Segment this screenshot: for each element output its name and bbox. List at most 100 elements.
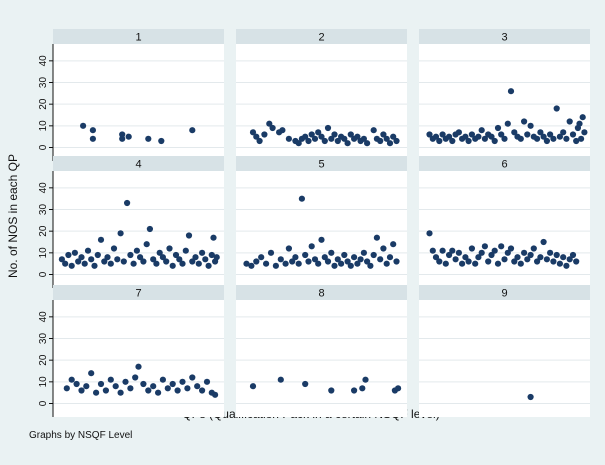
data-point xyxy=(256,137,263,145)
data-point xyxy=(243,260,250,267)
data-point xyxy=(258,254,265,261)
data-point xyxy=(58,256,65,263)
data-point xyxy=(426,131,433,138)
data-point xyxy=(334,256,341,263)
data-point xyxy=(75,258,82,265)
data-point xyxy=(386,140,394,147)
data-point xyxy=(117,230,124,237)
data-point xyxy=(146,225,153,233)
y-tick-label: 30 xyxy=(38,204,49,216)
data-point xyxy=(380,245,387,252)
data-point xyxy=(527,251,534,259)
y-tick-label: 10 xyxy=(38,376,49,388)
data-point xyxy=(360,249,367,256)
data-point xyxy=(524,256,531,263)
y-tick-label: 20 xyxy=(38,225,49,237)
data-point xyxy=(393,137,400,145)
data-point xyxy=(305,137,312,145)
data-point xyxy=(390,241,397,248)
data-point xyxy=(205,262,212,269)
panel-title: 2 xyxy=(318,32,324,44)
data-point xyxy=(249,383,257,390)
data-point xyxy=(150,256,157,263)
data-point xyxy=(119,131,126,138)
data-point xyxy=(491,137,498,145)
data-point xyxy=(253,133,260,140)
data-point xyxy=(344,258,351,265)
data-point xyxy=(84,247,92,254)
data-point xyxy=(468,245,475,252)
data-point xyxy=(540,238,547,246)
data-point xyxy=(465,258,472,265)
data-point xyxy=(511,258,518,265)
data-point xyxy=(377,256,384,263)
data-point xyxy=(285,135,292,142)
data-point xyxy=(324,124,332,132)
data-point xyxy=(498,131,505,138)
y-axis-title: No. of NOS in each QP xyxy=(6,154,20,278)
data-point xyxy=(357,256,364,263)
data-point xyxy=(537,254,544,261)
data-point xyxy=(573,137,580,145)
data-point xyxy=(475,254,482,261)
data-point xyxy=(543,137,551,145)
data-point xyxy=(501,135,508,142)
data-point xyxy=(169,262,176,269)
panel-title: 5 xyxy=(318,159,324,171)
data-point xyxy=(132,374,139,381)
panel-header xyxy=(236,156,407,171)
data-point xyxy=(62,260,69,267)
y-tick-label: 40 xyxy=(38,311,49,323)
data-point xyxy=(302,251,309,259)
data-point xyxy=(360,135,367,142)
data-point xyxy=(390,133,397,140)
data-point xyxy=(488,133,495,140)
data-point xyxy=(537,129,544,136)
data-point xyxy=(449,247,456,254)
data-point xyxy=(462,133,469,140)
data-point xyxy=(195,260,202,267)
data-point xyxy=(347,262,354,269)
data-point xyxy=(199,387,206,394)
data-point xyxy=(145,135,152,142)
data-point xyxy=(117,389,124,396)
y-tick-label: 40 xyxy=(38,55,49,67)
data-point xyxy=(277,256,284,263)
data-point xyxy=(446,251,453,259)
data-point xyxy=(289,258,296,265)
data-point xyxy=(295,260,302,267)
data-point xyxy=(547,131,554,138)
data-point xyxy=(88,370,95,377)
panel-title: 4 xyxy=(135,159,141,171)
panel-title: 8 xyxy=(318,288,324,300)
data-point xyxy=(321,254,328,261)
data-point xyxy=(101,258,108,265)
data-point xyxy=(272,262,279,269)
data-point xyxy=(137,254,144,261)
data-point xyxy=(569,251,577,259)
data-point xyxy=(143,241,150,248)
data-point xyxy=(432,254,440,261)
data-point xyxy=(107,260,114,267)
data-point xyxy=(169,380,176,388)
data-point xyxy=(354,133,361,140)
y-tick-label: 40 xyxy=(38,182,49,194)
data-point xyxy=(494,260,502,267)
data-point xyxy=(488,251,495,259)
data-point xyxy=(491,247,498,254)
data-point xyxy=(446,133,453,140)
data-point xyxy=(341,135,348,142)
data-point xyxy=(475,133,482,140)
data-point xyxy=(120,258,127,265)
data-point xyxy=(199,249,206,256)
data-point xyxy=(94,251,101,259)
data-point xyxy=(334,137,341,145)
data-point xyxy=(182,247,189,254)
data-point xyxy=(315,129,322,136)
chart-note: Graphs by NSQF Level xyxy=(29,430,132,441)
panel-plot-area xyxy=(419,44,590,161)
data-point xyxy=(107,376,114,383)
data-point xyxy=(63,385,70,392)
data-point xyxy=(324,258,332,265)
